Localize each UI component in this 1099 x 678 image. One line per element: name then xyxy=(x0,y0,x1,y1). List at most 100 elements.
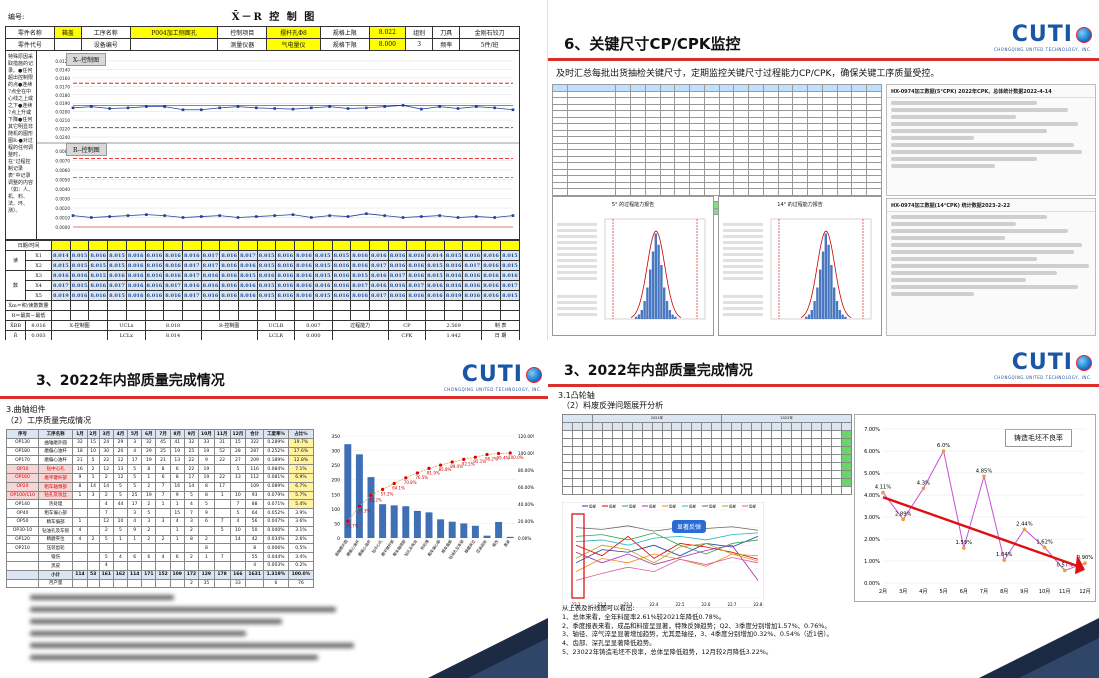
r-point xyxy=(291,213,295,216)
column-header: 占比% xyxy=(287,429,315,439)
table-cell xyxy=(591,438,603,447)
table-cell: 32 xyxy=(141,437,157,448)
table-cell xyxy=(571,462,583,471)
table-cell xyxy=(761,486,773,495)
stat-row xyxy=(557,271,597,274)
xbar-point xyxy=(90,105,93,108)
xbar-point xyxy=(255,106,258,110)
reading-cell: 8.016 xyxy=(163,270,183,281)
section-sublabel: （2）料废反弹问题展开分析 xyxy=(562,401,664,410)
table-cell xyxy=(771,454,782,463)
table-cell: 21 xyxy=(155,455,171,466)
table-cell xyxy=(800,478,812,487)
table-cell xyxy=(72,499,88,510)
table-cell: 12 xyxy=(98,464,114,474)
header-cell: 规格上限 xyxy=(319,26,370,39)
date-cell xyxy=(51,240,71,251)
cumulative-point xyxy=(346,519,350,523)
table-cell xyxy=(721,462,733,471)
reading-cell: 8.016 xyxy=(144,270,165,281)
table-cell: 1 xyxy=(155,499,171,510)
table-cell xyxy=(681,486,693,495)
table-cell xyxy=(571,486,583,495)
r-point xyxy=(71,214,75,217)
date-cell xyxy=(387,240,408,251)
column-header: 工序名称 xyxy=(37,429,74,439)
table-cell xyxy=(751,454,763,463)
blurred-text-block xyxy=(30,588,390,667)
histogram-plot xyxy=(723,218,872,320)
table-cell: OP50 xyxy=(6,516,39,527)
table-cell: 19.7% xyxy=(287,437,315,448)
reading-cell: 8.016 xyxy=(238,290,258,301)
table-cell xyxy=(741,438,753,447)
reading-cell: 8.017 xyxy=(368,260,389,271)
table-cell xyxy=(631,478,643,487)
xbar-tick-label: 0.0140 xyxy=(55,67,70,72)
reading-cell: 8.015 xyxy=(499,290,521,301)
table-cell xyxy=(810,470,822,479)
y-tick-label: 5.00% xyxy=(864,471,880,477)
table-cell xyxy=(751,446,763,455)
table-cell xyxy=(800,462,812,471)
reading-cell: 8.016 xyxy=(443,280,464,291)
date-cell xyxy=(331,240,352,251)
table-cell: OP120 xyxy=(6,534,39,545)
table-cell xyxy=(820,430,832,439)
table-cell: 热处理 xyxy=(37,499,74,510)
table-cell xyxy=(591,446,603,455)
table-cell xyxy=(790,470,802,479)
table-cell: 5 xyxy=(127,464,143,474)
scrap-breakdown-table: 2021年 2022年 xyxy=(562,414,853,495)
table-cell: 0.044% xyxy=(263,552,289,562)
table-cell xyxy=(611,478,623,487)
stat-row xyxy=(723,241,763,244)
reading-cell: 8.017 xyxy=(181,290,202,301)
histogram-bar xyxy=(671,314,674,319)
header-cell: 零件代号 xyxy=(5,38,55,51)
cpk-cell xyxy=(566,84,617,92)
table-cell: 1 xyxy=(127,534,143,545)
table-cell xyxy=(701,422,713,431)
table-cell: 0.003% xyxy=(263,560,289,571)
table-cell xyxy=(701,462,713,471)
column-header: 合计 xyxy=(245,429,265,439)
table-cell xyxy=(771,462,782,471)
table-cell xyxy=(741,470,753,479)
table-cell: 322 xyxy=(245,437,265,448)
reading-cell: 8.016 xyxy=(163,250,183,261)
xbar-point xyxy=(493,106,496,110)
table-cell: 8 xyxy=(198,543,215,554)
slide-subtitle: 及时汇总每批出货抽检关键尺寸，定期监控关键尺寸过程能力CP/CPK，确保关键工序… xyxy=(556,69,940,79)
reading-cell: 8.016 xyxy=(275,280,296,291)
histogram-bar xyxy=(640,310,643,319)
column-header: 8月 xyxy=(169,429,185,439)
r-point xyxy=(90,216,93,219)
table-cell: 6 xyxy=(127,552,143,562)
date-cell xyxy=(462,240,483,251)
footer-cell: 制 表 xyxy=(481,320,520,331)
chart-frame xyxy=(562,502,764,608)
xbar-point xyxy=(273,107,276,110)
table-cell xyxy=(731,430,743,439)
xr-plot: 0.0240 0.0220 0.0210 0.0200 0.0190 0.0180 0.01… xyxy=(37,59,520,230)
reading-cell: 8.015 xyxy=(256,250,277,261)
pareto-bar xyxy=(344,444,352,538)
reading-cell: 8.015 xyxy=(350,270,370,281)
table-cell xyxy=(711,486,723,495)
reading-cell: 8.016 xyxy=(144,280,165,291)
table-cell xyxy=(810,454,822,463)
sum-cell xyxy=(462,310,483,321)
sum-cell xyxy=(312,310,333,321)
table-cell xyxy=(810,486,822,495)
cpk-cell xyxy=(566,103,617,111)
table-cell xyxy=(701,454,713,463)
table-cell: 2 xyxy=(141,481,157,492)
table-cell: 22 xyxy=(213,472,231,483)
analysis-note-line: 1、总体来看，全年料废率2.61%较2021年降低0.78%。 xyxy=(562,612,726,621)
cumulative-point xyxy=(404,476,408,480)
cumulative-label: 85.8% xyxy=(439,467,452,472)
table-cell: 0.047% xyxy=(263,516,289,527)
histogram-title: 14° 的过程能力报告 xyxy=(777,202,823,208)
table-cell xyxy=(641,422,653,431)
